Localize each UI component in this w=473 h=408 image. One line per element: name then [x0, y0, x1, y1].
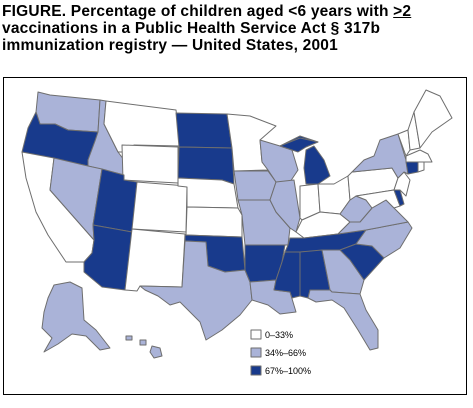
state-hawaii-big [149, 345, 163, 359]
figure-title: FIGURE. Percentage of children aged <6 y… [2, 3, 468, 54]
state-hawaii-oahu [125, 335, 133, 341]
state-iowa [233, 170, 277, 201]
title-underlined: >2 [393, 3, 412, 20]
state-connecticut [405, 161, 419, 175]
state-texas [139, 240, 253, 341]
state-kansas [185, 206, 243, 238]
map-legend: 0–33% 34%–66% 67%–100% [250, 329, 311, 376]
legend-label-mid: 34%–66% [265, 348, 306, 358]
state-alaska [41, 281, 111, 353]
title-part-1: Percentage of children aged <6 years wit… [70, 3, 394, 20]
legend-label-low: 0–33% [265, 330, 293, 340]
state-illinois [269, 179, 301, 233]
figure-prefix: FIGURE. [2, 3, 67, 20]
state-new-mexico [124, 228, 186, 292]
state-florida [307, 289, 379, 351]
state-north-dakota [175, 112, 233, 149]
state-montana [103, 100, 181, 153]
state-michigan-lower [303, 145, 331, 185]
state-rhode-island [417, 161, 425, 173]
legend-label-high: 67%–100% [265, 366, 311, 376]
state-michigan-upper [279, 137, 319, 153]
state-maine [413, 89, 453, 149]
state-massachusetts [405, 149, 433, 163]
state-nebraska [177, 177, 239, 209]
state-colorado [131, 181, 188, 233]
legend-swatch-mid [250, 347, 262, 358]
title-part-2: vaccinations in a Public Health Service … [2, 20, 381, 54]
legend-swatch-low [250, 329, 262, 340]
state-wyoming [121, 144, 179, 184]
state-hawaii-maui [139, 339, 147, 346]
legend-swatch-high [250, 365, 262, 376]
